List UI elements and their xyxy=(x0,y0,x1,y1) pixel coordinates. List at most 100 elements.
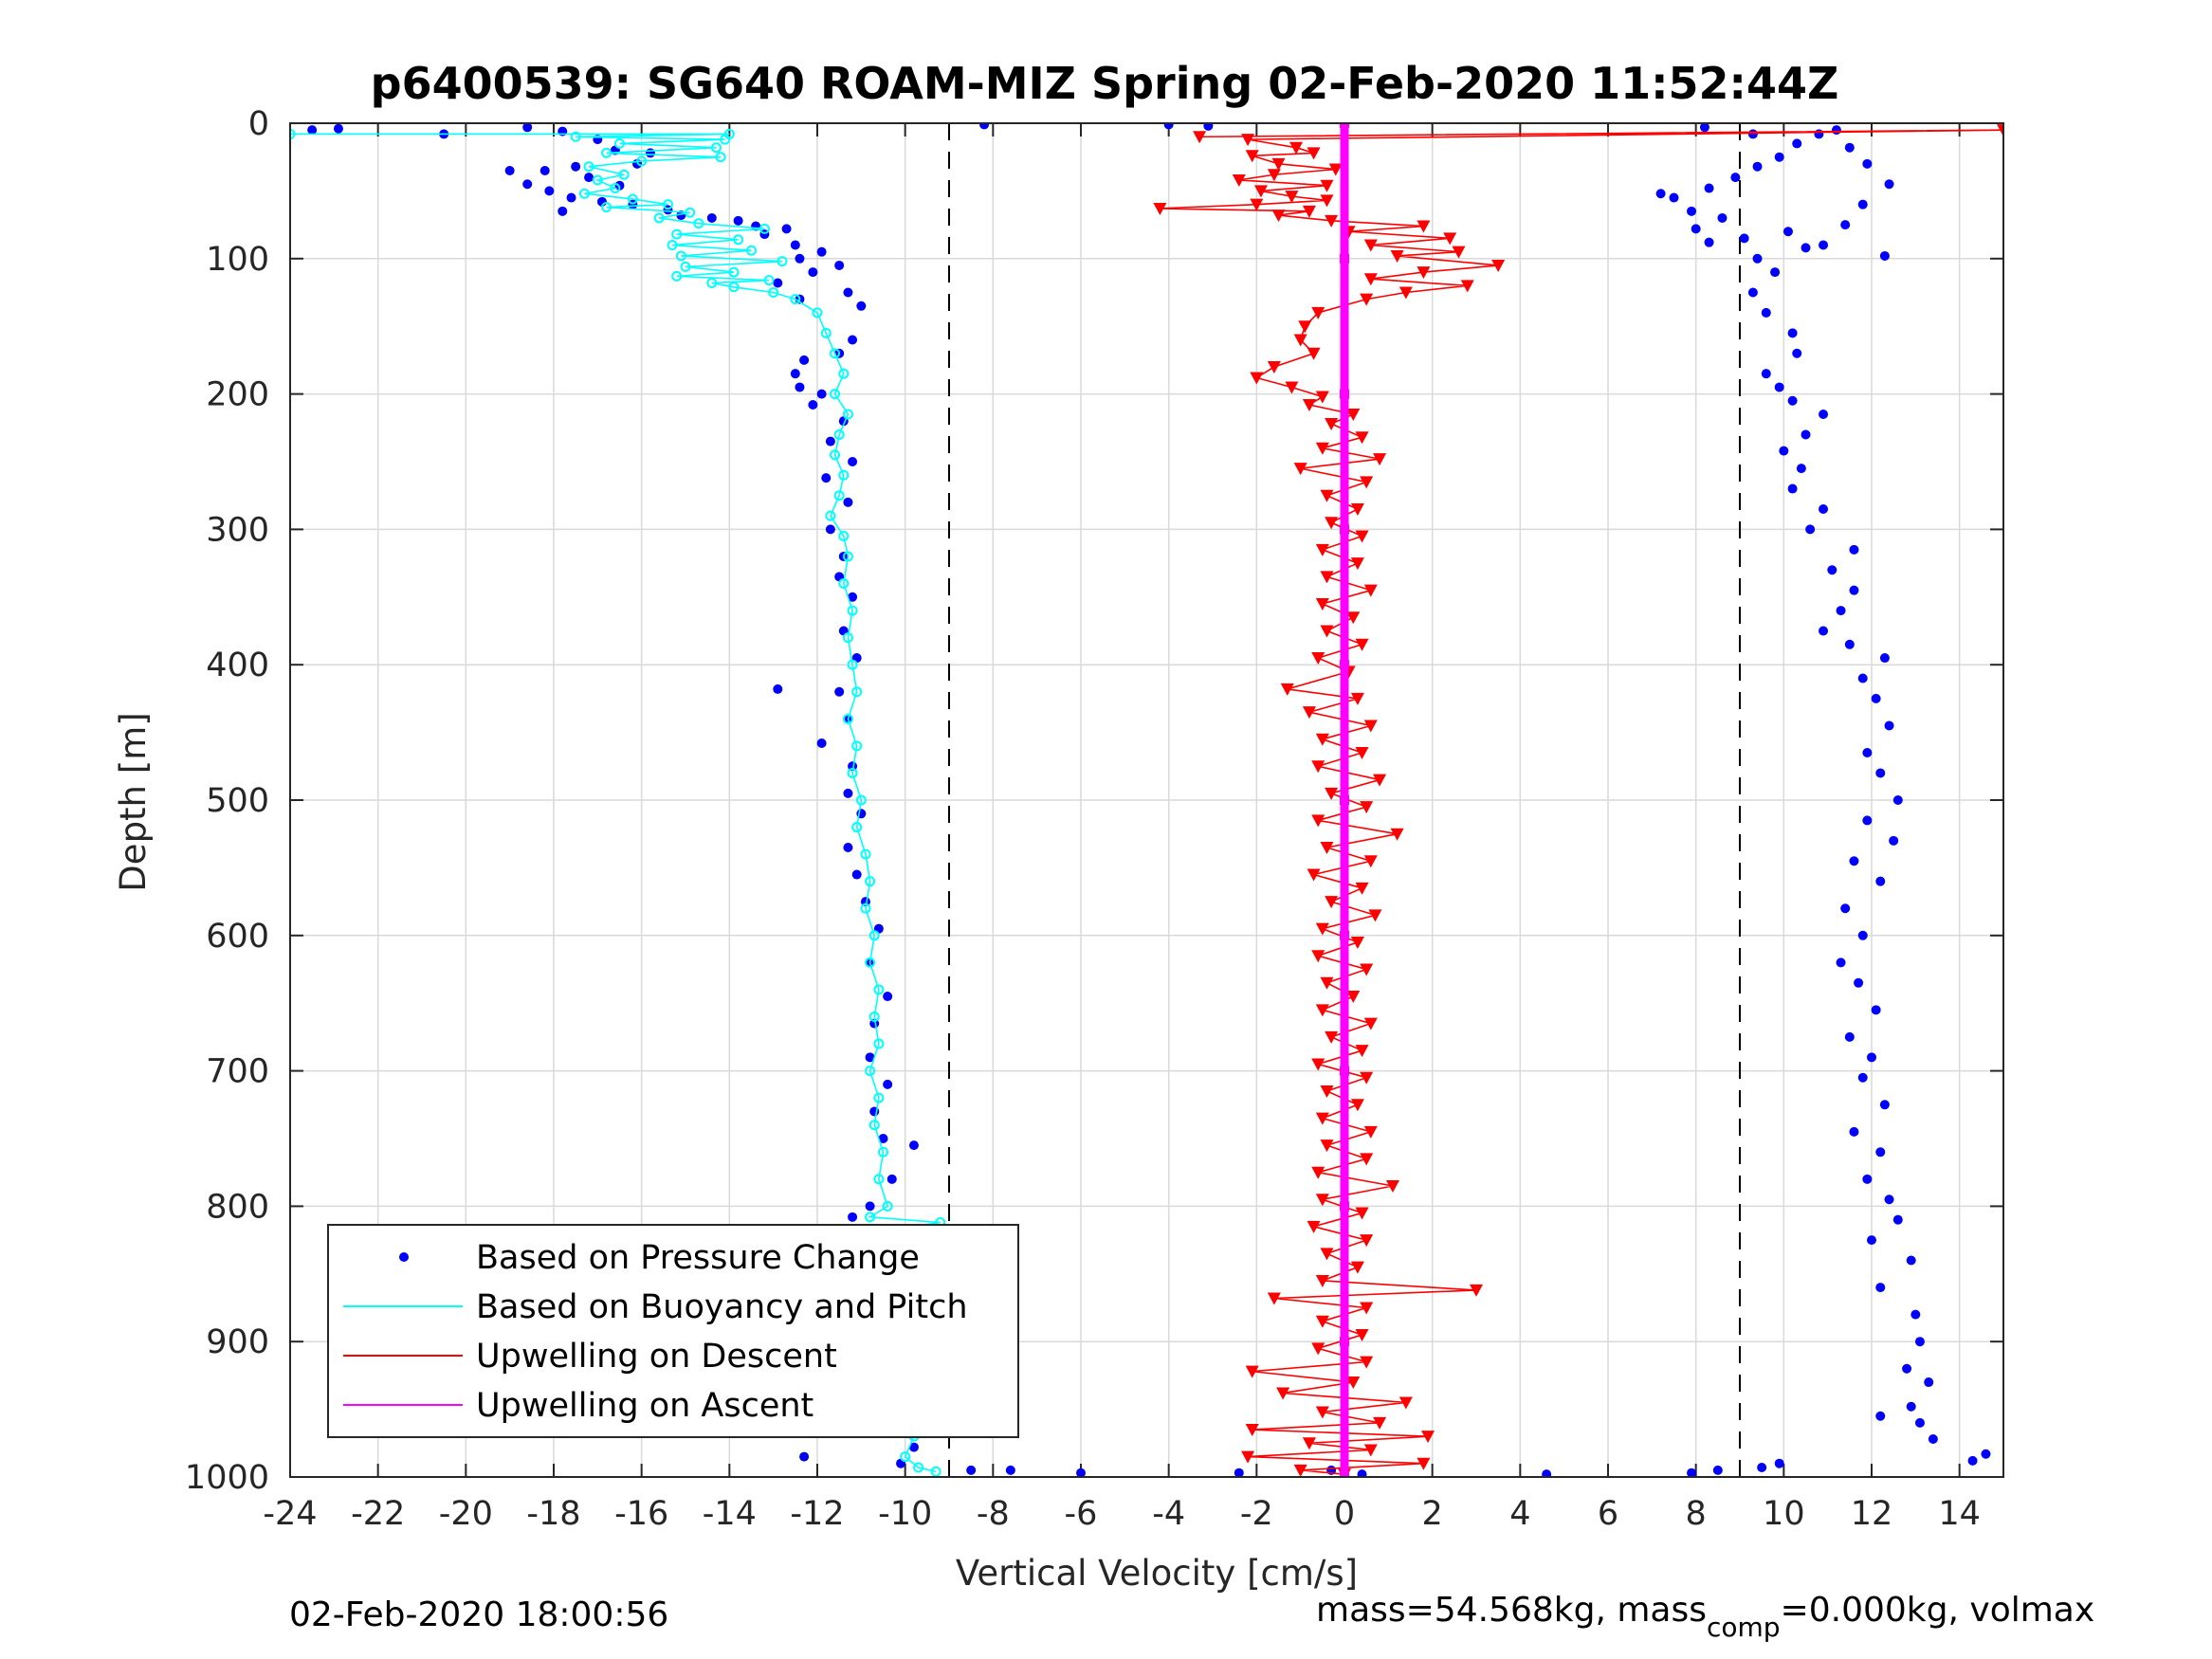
data-point xyxy=(1884,720,1894,731)
data-point xyxy=(1285,191,1299,204)
data-point xyxy=(1340,1337,1349,1347)
data-point xyxy=(1796,464,1806,474)
data-point xyxy=(592,174,603,186)
data-point xyxy=(522,123,533,133)
data-point xyxy=(1320,194,1334,208)
data-point xyxy=(1320,1248,1334,1261)
data-point xyxy=(1875,1411,1886,1421)
data-point xyxy=(979,123,990,130)
data-point xyxy=(1368,909,1382,922)
data-point xyxy=(1879,250,1890,261)
data-point xyxy=(873,1174,885,1185)
data-point xyxy=(1315,1274,1329,1287)
x-axis-label: Vertical Velocity [cm/s] xyxy=(956,1553,1358,1594)
data-point xyxy=(1355,747,1369,760)
data-point xyxy=(1355,882,1369,895)
data-point xyxy=(1739,233,1749,244)
data-point xyxy=(1385,1179,1399,1193)
data-point xyxy=(865,957,876,968)
data-point xyxy=(1005,1465,1015,1475)
data-point xyxy=(1884,179,1894,190)
data-point xyxy=(865,876,876,887)
data-point xyxy=(1280,683,1294,696)
data-point xyxy=(1752,161,1763,172)
data-point xyxy=(1862,748,1873,758)
data-point xyxy=(1355,431,1369,445)
data-point xyxy=(1340,253,1349,264)
y-tick-label: 200 xyxy=(206,376,269,414)
data-point xyxy=(1819,626,1829,636)
data-point xyxy=(843,842,853,852)
y-tick-label: 300 xyxy=(206,511,269,549)
data-point xyxy=(1307,1220,1321,1233)
data-point xyxy=(1390,828,1404,841)
data-point xyxy=(1325,787,1339,800)
x-tick-label: -16 xyxy=(614,1495,668,1533)
y-tick-labels: 0 100 200 300 400 500 600 700 800 900 1000 xyxy=(185,105,269,1497)
data-point xyxy=(601,147,612,158)
data-point xyxy=(848,335,858,345)
data-point xyxy=(834,260,845,270)
data-point xyxy=(883,992,893,1002)
data-point xyxy=(1267,1292,1281,1305)
data-point xyxy=(522,179,533,190)
data-point xyxy=(868,930,880,941)
data-point xyxy=(882,1200,893,1212)
x-tick-label: -14 xyxy=(703,1495,757,1533)
data-point xyxy=(1398,1396,1413,1410)
x-tick-label: -2 xyxy=(1240,1495,1273,1533)
data-point xyxy=(1153,202,1167,215)
data-point xyxy=(1163,123,1174,130)
data-point xyxy=(1902,1363,1912,1374)
data-point xyxy=(1346,1376,1361,1390)
data-point xyxy=(820,327,832,338)
data-point xyxy=(838,578,850,590)
data-point xyxy=(1417,266,1431,280)
data-point xyxy=(1867,1052,1876,1063)
data-point xyxy=(1906,1401,1916,1412)
data-point xyxy=(1761,369,1771,379)
data-point xyxy=(1315,733,1329,746)
data-point xyxy=(773,278,783,288)
data-point xyxy=(830,449,841,461)
data-point xyxy=(834,686,845,697)
x-tick-label: -10 xyxy=(878,1495,932,1533)
data-point xyxy=(1687,206,1697,216)
data-point xyxy=(675,250,686,262)
data-point xyxy=(848,1212,858,1222)
data-point xyxy=(1704,183,1714,193)
data-point xyxy=(1363,1125,1378,1139)
legend-label: Upwelling on Ascent xyxy=(476,1387,814,1425)
data-point xyxy=(1293,463,1307,476)
data-point xyxy=(1417,220,1431,233)
data-point xyxy=(290,128,296,139)
data-point xyxy=(1914,1417,1925,1428)
data-point xyxy=(1801,429,1811,440)
data-point xyxy=(1340,524,1349,535)
data-point xyxy=(799,1451,810,1462)
data-point xyxy=(1836,606,1846,616)
legend-label: Based on Pressure Change xyxy=(476,1239,920,1277)
data-point xyxy=(1862,1174,1873,1184)
data-point xyxy=(1421,1431,1435,1444)
data-point xyxy=(671,270,683,282)
data-point xyxy=(1774,382,1784,392)
data-point xyxy=(1460,280,1474,293)
data-point xyxy=(1360,1234,1374,1248)
data-point xyxy=(865,1212,876,1223)
data-point xyxy=(1293,334,1307,347)
x-tick-label: -22 xyxy=(351,1495,405,1533)
data-point xyxy=(662,199,673,210)
data-point xyxy=(1302,399,1316,412)
data-point xyxy=(1250,198,1264,211)
data-point xyxy=(1669,192,1679,203)
data-point xyxy=(1814,129,1824,139)
data-point xyxy=(868,1120,880,1131)
data-point xyxy=(887,1174,897,1184)
data-point xyxy=(1307,868,1321,882)
data-point xyxy=(873,1092,885,1103)
data-point xyxy=(1787,328,1798,338)
data-point xyxy=(966,1465,977,1475)
data-point xyxy=(1320,625,1334,638)
data-point xyxy=(627,193,638,205)
